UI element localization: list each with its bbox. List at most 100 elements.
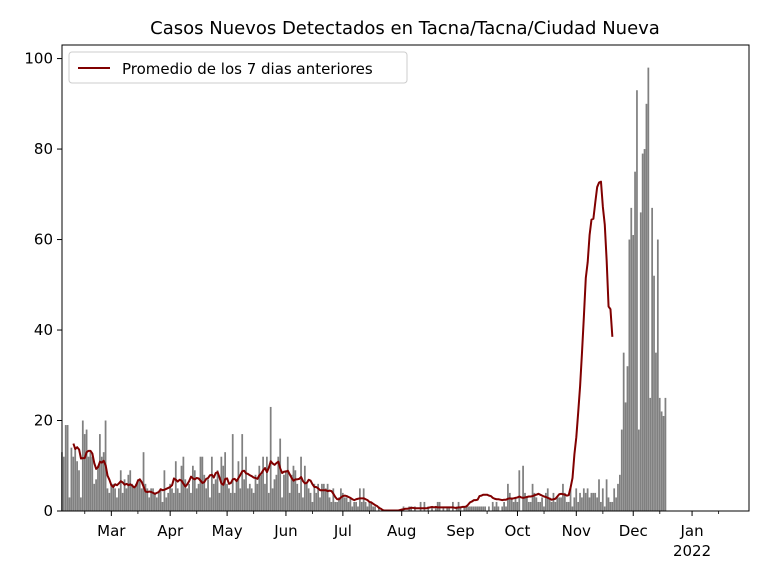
bar xyxy=(279,438,282,511)
bar xyxy=(493,506,496,511)
bar xyxy=(114,488,116,511)
x-tick-label: Mar xyxy=(97,522,126,540)
bar xyxy=(507,483,509,511)
bar xyxy=(97,465,99,511)
bar xyxy=(235,479,238,511)
bar xyxy=(495,501,498,511)
bar xyxy=(603,506,606,511)
bar xyxy=(611,501,614,511)
bar xyxy=(199,456,202,511)
bar xyxy=(193,470,196,511)
bar xyxy=(351,506,354,511)
bar xyxy=(133,488,135,511)
bar xyxy=(286,456,289,511)
bar xyxy=(586,488,589,511)
bar xyxy=(298,492,301,511)
bar xyxy=(508,492,511,511)
bar xyxy=(292,465,295,511)
x-tick-label: Nov xyxy=(562,522,591,540)
bar xyxy=(662,415,665,511)
bar xyxy=(448,506,450,511)
bar xyxy=(243,479,245,511)
bar xyxy=(250,488,253,511)
bar xyxy=(649,397,652,511)
bar xyxy=(93,483,96,511)
bar xyxy=(307,488,310,511)
bar xyxy=(565,501,568,511)
bar xyxy=(516,501,519,511)
bar xyxy=(537,501,540,511)
bar xyxy=(117,488,120,511)
y-tick-label: 0 xyxy=(43,502,53,520)
bar xyxy=(341,492,344,511)
bar xyxy=(99,434,101,511)
bar xyxy=(135,483,137,511)
bar xyxy=(581,497,583,511)
bar xyxy=(349,497,352,511)
bar xyxy=(330,501,333,511)
y-tick-label: 40 xyxy=(34,321,53,339)
bar xyxy=(180,465,183,511)
bar xyxy=(628,239,631,512)
bar xyxy=(478,506,481,511)
bar xyxy=(442,506,445,511)
bar xyxy=(529,501,532,511)
bar xyxy=(579,492,581,511)
bar xyxy=(527,501,530,511)
bar xyxy=(131,483,134,511)
bar xyxy=(205,488,208,511)
bar xyxy=(319,497,321,511)
bar xyxy=(332,488,335,511)
y-tick-label: 20 xyxy=(34,412,53,430)
bar xyxy=(281,497,283,511)
bar xyxy=(431,506,433,511)
bar xyxy=(74,447,77,511)
bar xyxy=(360,501,363,511)
bar xyxy=(209,497,211,511)
bar xyxy=(85,429,88,511)
bar xyxy=(148,497,151,511)
bar xyxy=(142,452,145,511)
bar xyxy=(368,501,371,511)
bar xyxy=(302,497,304,511)
bar xyxy=(176,488,179,511)
bar xyxy=(305,483,308,511)
bar xyxy=(590,492,593,511)
bar xyxy=(169,483,171,511)
bar xyxy=(626,366,629,511)
bar xyxy=(573,497,576,511)
bar xyxy=(277,456,280,511)
bar xyxy=(560,497,562,511)
bar xyxy=(664,397,667,511)
bar xyxy=(136,479,139,511)
bar xyxy=(303,465,306,511)
bar xyxy=(296,483,299,511)
y-tick-label: 80 xyxy=(34,140,53,158)
bar xyxy=(617,483,619,511)
bar xyxy=(563,492,566,511)
bar xyxy=(340,488,342,511)
bar xyxy=(531,483,534,511)
bar xyxy=(655,352,657,511)
bar xyxy=(622,352,625,511)
bar xyxy=(544,492,547,511)
bar xyxy=(155,497,158,511)
x-tick-label: Dec xyxy=(619,522,648,540)
bar xyxy=(336,501,338,511)
bar xyxy=(275,474,278,511)
x-tick-label: Apr xyxy=(157,522,184,540)
bar xyxy=(203,474,206,511)
bar xyxy=(266,456,268,511)
plot-frame xyxy=(61,44,750,512)
bar xyxy=(359,488,361,511)
bar xyxy=(554,501,557,511)
bar xyxy=(550,501,553,511)
bar xyxy=(620,429,623,511)
bar xyxy=(637,429,640,511)
bar xyxy=(178,492,181,511)
bar xyxy=(188,483,190,511)
x-tick-label: May xyxy=(212,522,243,540)
bar xyxy=(656,239,659,512)
bar xyxy=(596,497,598,511)
